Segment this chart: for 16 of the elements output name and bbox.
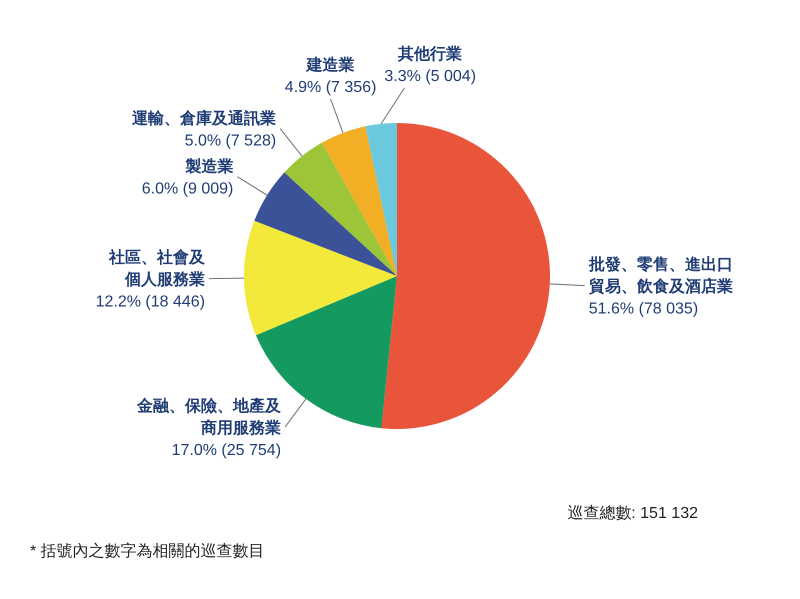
value-label: 12.2% (18 446) <box>96 294 206 311</box>
category-label: 製造業 <box>185 158 234 176</box>
value-label: 17.0% (25 754) <box>172 442 282 460</box>
category-label: 運輸、倉庫及通訊業 <box>132 110 276 128</box>
annotation: 巡查總數: 151 132 <box>567 505 698 522</box>
value-label: 4.9% (7 356) <box>284 79 376 96</box>
value-label: 6.0% (9 009) <box>142 180 234 198</box>
value-label: 5.0% (7 528) <box>184 132 276 150</box>
category-label: 其他行業 <box>398 46 462 64</box>
value-label: 51.6% (78 035) <box>588 300 698 318</box>
value-label: 3.3% (5 004) <box>384 68 476 86</box>
annotation: * 括號內之數字為相關的巡查數目 <box>30 543 265 560</box>
category-label: 批發、零售、進出口貿易、飲食及酒店業 <box>588 256 733 296</box>
category-label: 社區、社會及個人服務業 <box>109 250 206 289</box>
category-label: 建造業 <box>306 57 355 74</box>
category-label: 金融、保險、地產及商用服務業 <box>137 398 282 438</box>
